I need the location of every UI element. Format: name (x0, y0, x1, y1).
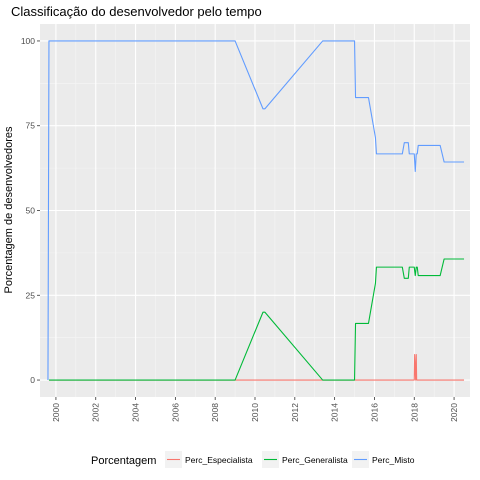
x-tick-label: 2002 (91, 403, 101, 422)
y-axis: 0 25 50 75 100 (21, 36, 40, 385)
y-tick-label: 0 (30, 375, 35, 385)
x-tick-label: 2000 (51, 403, 61, 422)
legend: Porcentagem Perc_Especialista Perc_Genera… (91, 451, 415, 468)
x-axis: 2000 2002 2004 2006 2008 2010 2012 2014 2016 2018… (51, 397, 459, 422)
x-tick-label: 2010 (250, 403, 260, 422)
x-tick-label: 2004 (131, 403, 141, 422)
series-line-1 (48, 258, 465, 381)
y-tick-label: 25 (26, 290, 36, 300)
y-axis-title: Porcentagem de desenvolvedores (3, 126, 15, 293)
y-tick-label: 100 (21, 36, 35, 46)
x-tick-label: 2012 (290, 403, 300, 422)
x-tick-label: 2006 (170, 403, 180, 422)
legend-items: Perc_Especialista Perc_Generalista Perc_Mi… (165, 451, 415, 468)
x-tick-label: 2018 (409, 403, 419, 422)
legend-label: Perc_Generalista (282, 455, 348, 465)
chart-title: Classificação do desenvolvedor pelo temp… (11, 4, 262, 19)
x-tick-label: 2008 (210, 403, 220, 422)
legend-label: Perc_Misto (372, 455, 415, 465)
x-tick-label: 2014 (330, 403, 340, 422)
series-line-2 (47, 40, 465, 381)
legend-title: Porcentagem (91, 455, 156, 467)
y-tick-label: 75 (26, 121, 36, 131)
series-line-0 (48, 354, 465, 381)
x-tick-label: 2016 (369, 403, 379, 422)
x-tick-label: 2020 (449, 403, 459, 422)
legend-label: Perc_Especialista (185, 455, 253, 465)
y-tick-label: 50 (26, 206, 36, 216)
series-layer (47, 40, 465, 381)
